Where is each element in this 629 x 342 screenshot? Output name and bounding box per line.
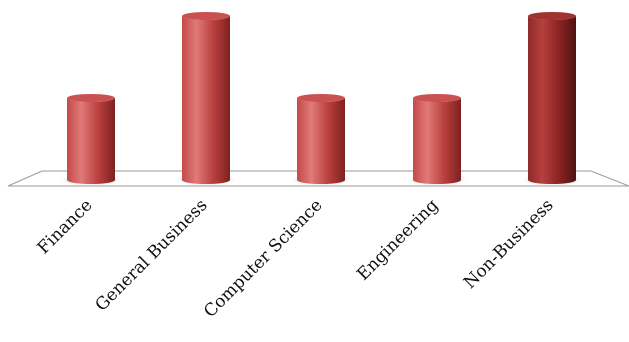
x-tick-label: Engineering	[353, 195, 442, 284]
bar-body	[297, 98, 345, 184]
x-tick-label: General Business	[91, 195, 211, 315]
bar-body	[413, 98, 461, 184]
bar-top-cap	[528, 12, 576, 20]
bar-top-cap	[413, 94, 461, 102]
bar-engineering	[407, 94, 467, 186]
bar-general-business	[176, 12, 236, 186]
bar-finance	[61, 94, 121, 186]
x-tick-label: Non-Business	[460, 195, 557, 292]
bar-body	[182, 16, 230, 184]
bar-body	[528, 16, 576, 184]
bar-top-cap	[67, 94, 115, 102]
bar-non-business	[522, 12, 582, 186]
bar-body	[67, 98, 115, 184]
x-tick-label: Computer Science	[200, 195, 326, 321]
bars-group	[61, 12, 582, 186]
bar-computer-science	[291, 94, 351, 186]
x-tick-label: Finance	[34, 195, 97, 258]
bar-top-cap	[297, 94, 345, 102]
bar-top-cap	[182, 12, 230, 20]
